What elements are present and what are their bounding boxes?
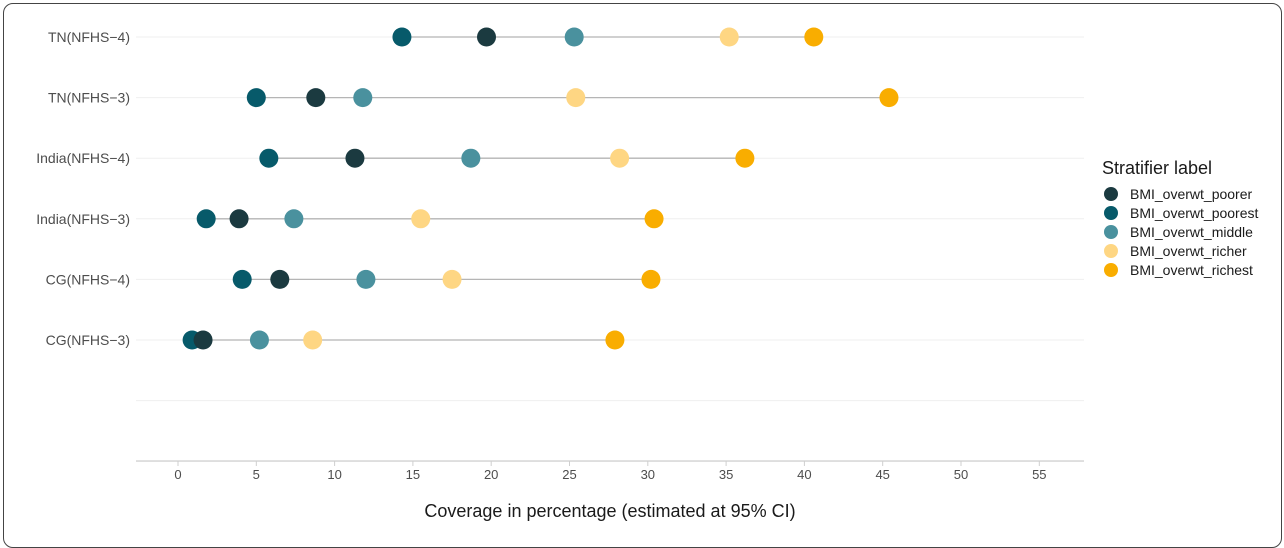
x-axis-ticks: 0 5 10 15 20 25 30 35 40 45 50 55	[174, 461, 1047, 482]
x-tick-label: 15	[406, 467, 420, 482]
legend-key	[1104, 187, 1118, 201]
x-tick-label: 5	[253, 467, 260, 482]
y-tick-label: TN(NFHS−4)	[48, 29, 130, 45]
point-BMI_overwt_poorer	[193, 330, 213, 350]
x-tick-label: 50	[954, 467, 968, 482]
legend-key	[1104, 244, 1118, 258]
legend-key	[1104, 225, 1118, 239]
x-tick-label: 30	[641, 467, 655, 482]
legend-key	[1104, 263, 1118, 277]
point-BMI_overwt_richest	[641, 269, 661, 289]
point-BMI_overwt_richer	[303, 330, 323, 350]
x-tick-label: 35	[719, 467, 733, 482]
point-BMI_overwt_middle	[249, 330, 269, 350]
y-tick-label: CG(NFHS−3)	[46, 332, 130, 348]
point-BMI_overwt_richer	[411, 209, 431, 229]
point-BMI_overwt_richer	[442, 269, 462, 289]
point-BMI_overwt_middle	[353, 88, 373, 108]
legend-label: BMI_overwt_richer	[1130, 243, 1247, 259]
x-tick-label: 0	[174, 467, 181, 482]
y-tick-label: India(NFHS−4)	[36, 150, 130, 166]
legend-key	[1104, 206, 1118, 220]
point-BMI_overwt_poorer	[229, 209, 249, 229]
legend-label: BMI_overwt_middle	[1130, 224, 1253, 240]
point-BMI_overwt_richest	[735, 148, 755, 168]
legend-label: BMI_overwt_richest	[1130, 262, 1253, 278]
x-tick-label: 20	[484, 467, 498, 482]
data-points	[182, 27, 899, 350]
x-tick-label: 40	[797, 467, 811, 482]
x-tick-label: 55	[1032, 467, 1046, 482]
grid-lines	[136, 36, 1084, 462]
point-BMI_overwt_richest	[879, 88, 899, 108]
point-BMI_overwt_richest	[605, 330, 625, 350]
legend: Stratifier label BMI_overwt_poorer BMI_ov…	[1102, 158, 1259, 278]
point-BMI_overwt_middle	[461, 148, 481, 168]
point-BMI_overwt_richest	[644, 209, 664, 229]
point-BMI_overwt_richer	[610, 148, 630, 168]
point-BMI_overwt_poorest	[246, 88, 266, 108]
point-BMI_overwt_richest	[804, 27, 824, 47]
point-BMI_overwt_poorest	[259, 148, 279, 168]
y-tick-label: India(NFHS−3)	[36, 211, 130, 227]
point-BMI_overwt_richer	[566, 88, 586, 108]
x-tick-label: 10	[327, 467, 341, 482]
y-tick-label: TN(NFHS−3)	[48, 90, 130, 106]
point-BMI_overwt_poorer	[306, 88, 326, 108]
y-axis-ticks: TN(NFHS−4) TN(NFHS−3) India(NFHS−4) India(N…	[36, 29, 130, 348]
point-BMI_overwt_middle	[564, 27, 584, 47]
legend-label: BMI_overwt_poorest	[1130, 205, 1259, 221]
x-axis-label: Coverage in percentage (estimated at 95%…	[424, 501, 795, 521]
point-BMI_overwt_middle	[284, 209, 304, 229]
y-tick-label: CG(NFHS−4)	[46, 271, 130, 287]
point-BMI_overwt_poorest	[232, 269, 252, 289]
point-BMI_overwt_richer	[719, 27, 739, 47]
legend-label: BMI_overwt_poorer	[1130, 186, 1253, 202]
range-segments	[192, 36, 889, 341]
point-BMI_overwt_middle	[356, 269, 376, 289]
legend-title: Stratifier label	[1102, 158, 1212, 178]
point-BMI_overwt_poorer	[477, 27, 497, 47]
point-BMI_overwt_poorer	[345, 148, 365, 168]
x-tick-label: 45	[875, 467, 889, 482]
point-BMI_overwt_poorest	[392, 27, 412, 47]
x-tick-label: 25	[562, 467, 576, 482]
point-BMI_overwt_poorest	[196, 209, 216, 229]
point-BMI_overwt_poorer	[270, 269, 290, 289]
